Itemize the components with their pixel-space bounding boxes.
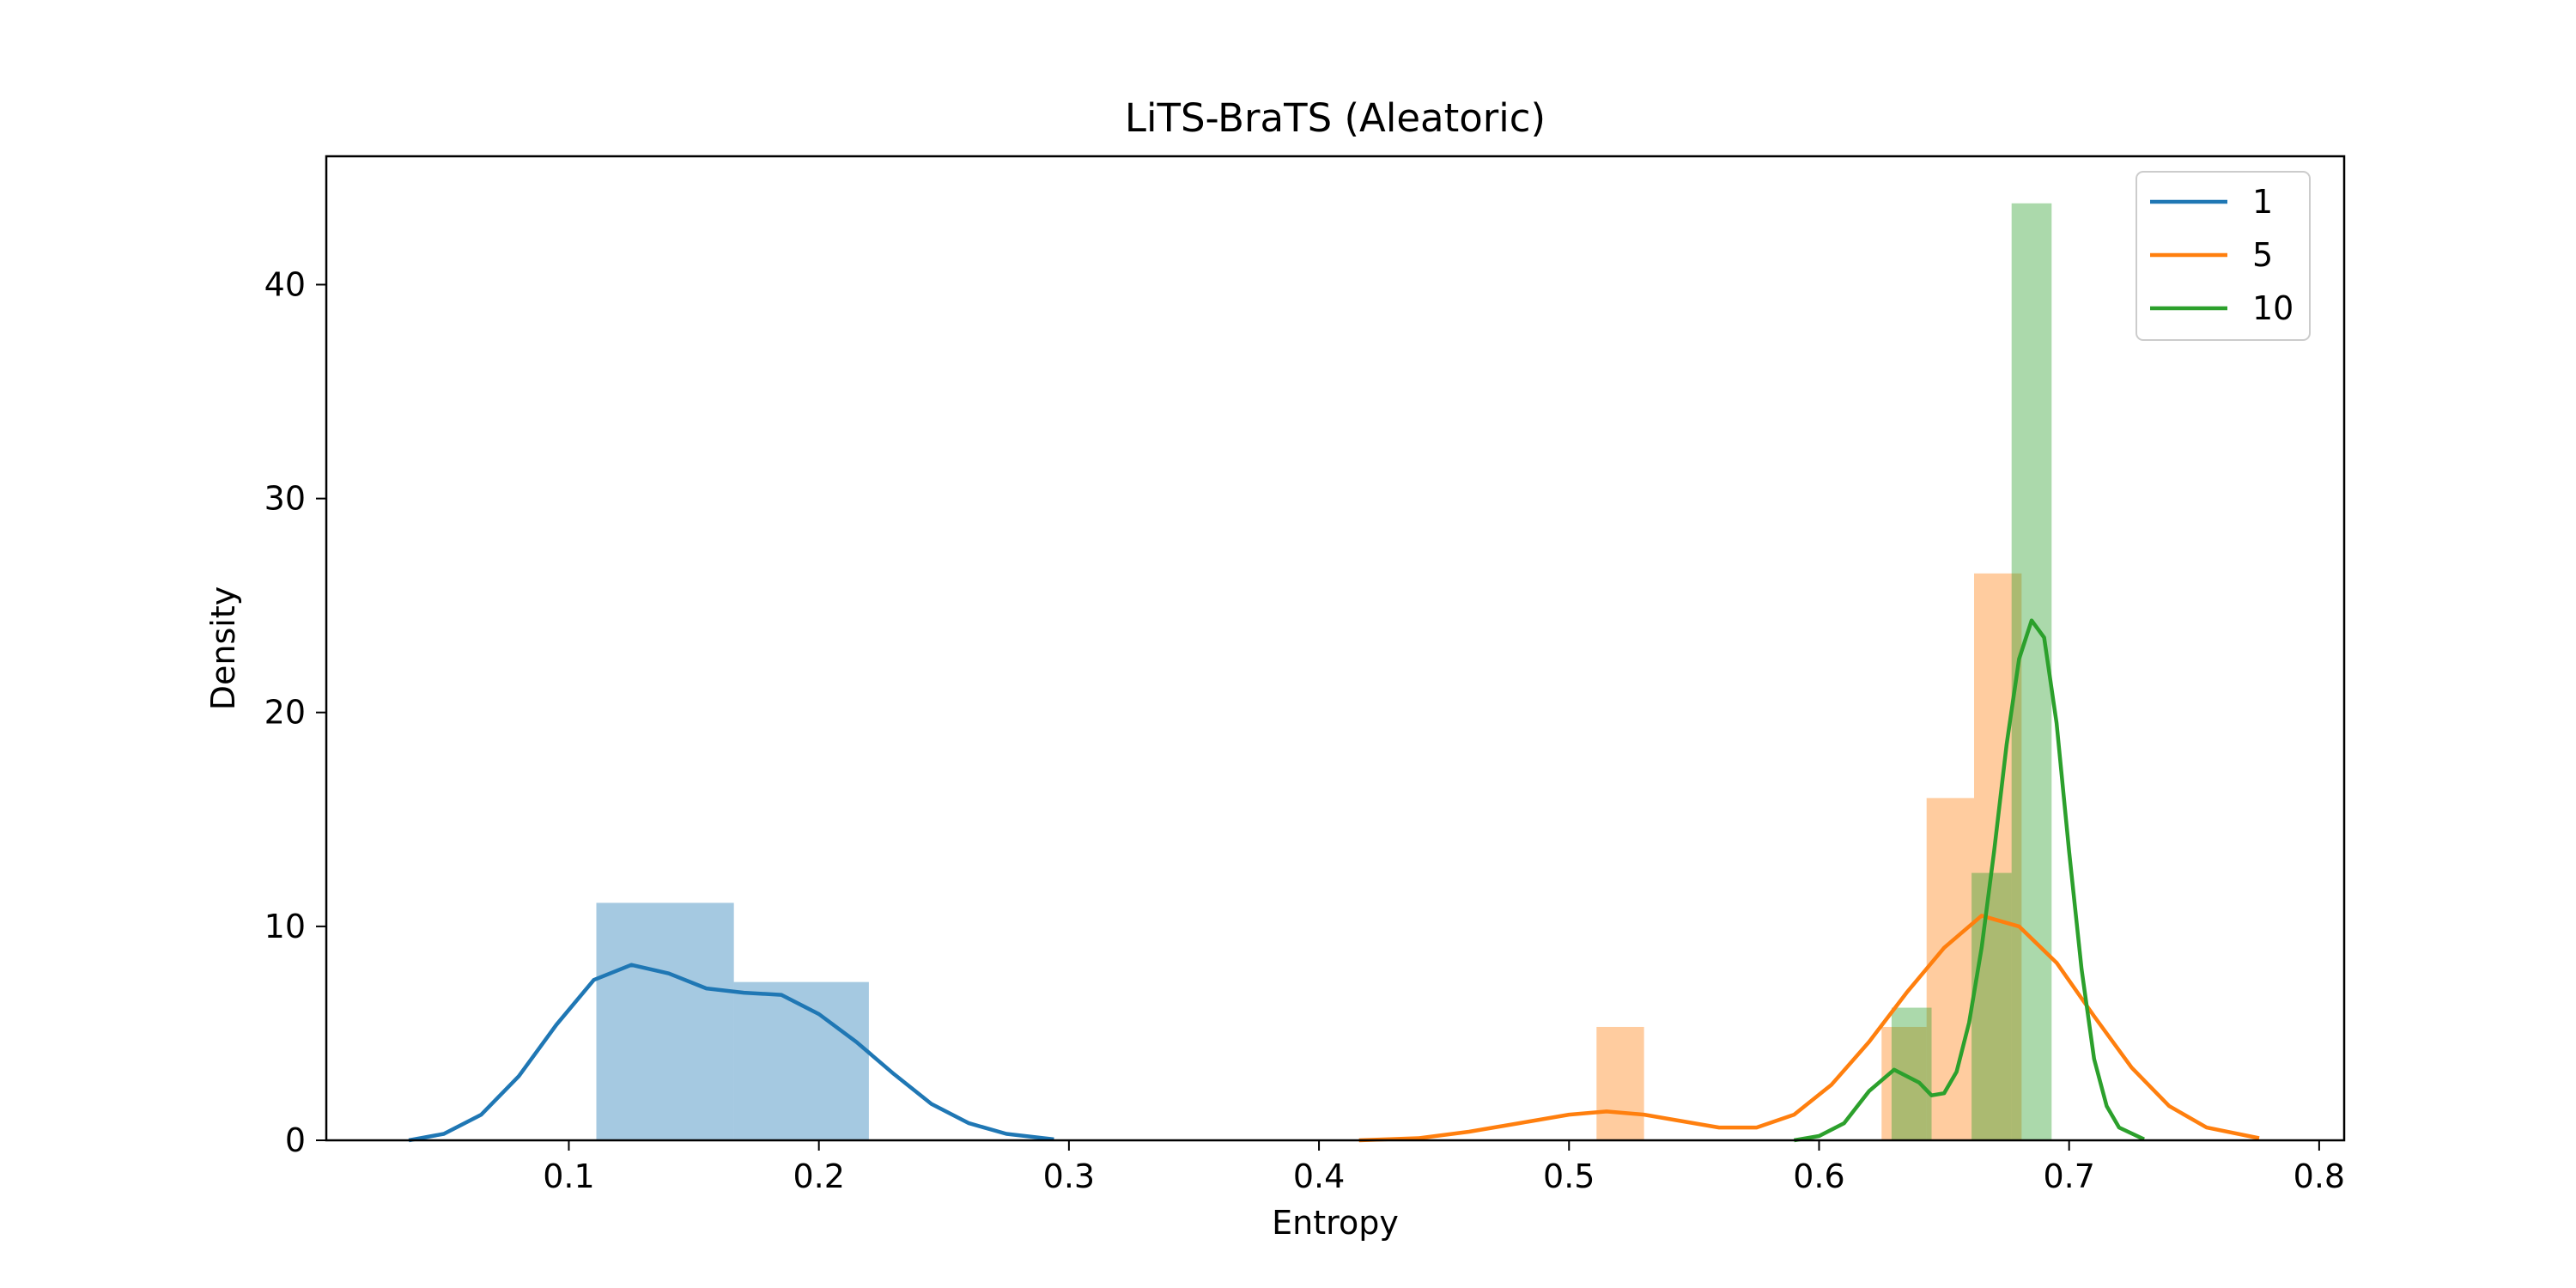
x-axis-label: Entropy — [1272, 1204, 1399, 1242]
legend-label-series-5: 5 — [2252, 236, 2273, 274]
histogram-bar-series-10-0 — [1891, 1007, 1932, 1140]
y-tick-label: 40 — [264, 265, 306, 303]
x-tick-label: 0.7 — [2043, 1157, 2094, 1195]
x-tick-label: 0.3 — [1043, 1157, 1095, 1195]
x-tick-label: 0.8 — [2293, 1157, 2345, 1195]
histogram-bar-series-5-2 — [1926, 798, 1975, 1140]
histogram-bar-series-5-3 — [1974, 573, 2022, 1140]
x-tick-label: 0.1 — [543, 1157, 594, 1195]
y-axis-ticks: 0 10 20 30 40 — [264, 265, 326, 1159]
x-tick-label: 0.5 — [1543, 1157, 1595, 1195]
histogram-bar-series-1-0 — [596, 902, 734, 1140]
histogram-bars — [596, 203, 2052, 1140]
histogram-bar-series-10-1 — [1971, 872, 2012, 1140]
legend-label-series-1: 1 — [2252, 183, 2273, 221]
y-tick-label: 0 — [285, 1121, 306, 1159]
legend-label-series-10: 10 — [2252, 289, 2293, 327]
x-tick-label: 0.4 — [1293, 1157, 1345, 1195]
kde-line-series-5 — [1358, 914, 2260, 1143]
x-tick-label: 0.6 — [1793, 1157, 1844, 1195]
x-tick-label: 0.2 — [793, 1157, 844, 1195]
y-tick-label: 20 — [264, 694, 306, 732]
kde-curves — [408, 618, 2260, 1143]
plot-frame — [325, 155, 2346, 1142]
y-axis-label: Density — [204, 586, 242, 710]
histogram-bar-series-5-0 — [1596, 1026, 1644, 1140]
y-tick-label: 10 — [264, 908, 306, 945]
kde-line-series-10 — [1794, 618, 2145, 1143]
kde-line-series-1 — [408, 963, 1054, 1143]
histogram-bar-series-1-1 — [733, 981, 869, 1140]
chart-title: LiTS-BraTS (Aleatoric) — [1125, 95, 1546, 141]
x-axis-ticks: 0.1 0.2 0.3 0.4 0.5 0.6 0.7 0.8 — [543, 1140, 2345, 1195]
y-tick-label: 30 — [264, 480, 306, 518]
